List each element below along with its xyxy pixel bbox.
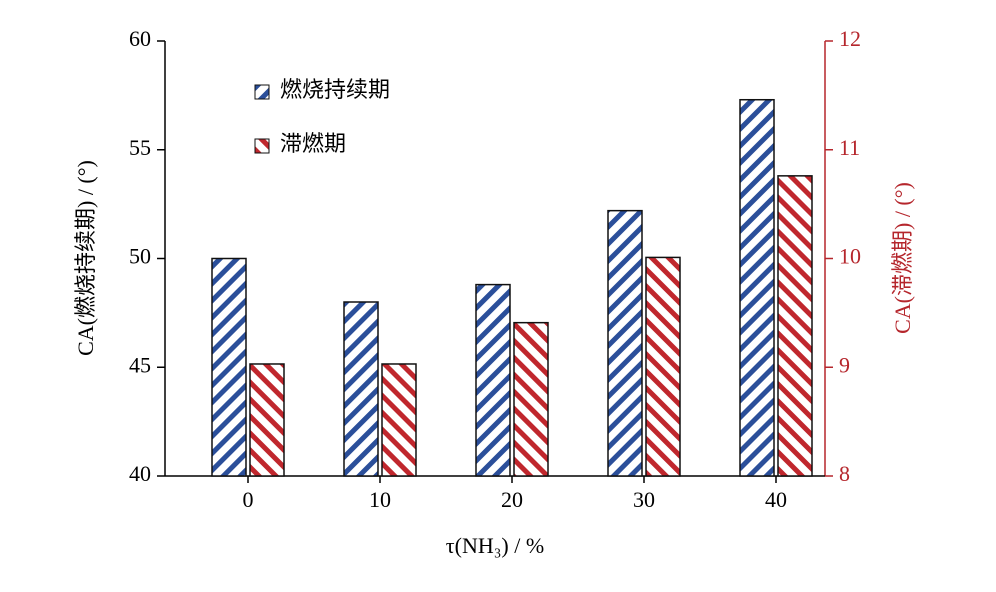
y-tick-label: 40 [129, 461, 151, 486]
y-tick-label: 60 [129, 26, 151, 51]
y2-tick-label: 12 [839, 26, 861, 51]
x-tick-label: 30 [633, 487, 655, 512]
bar [777, 175, 813, 477]
y-tick-label: 45 [129, 352, 151, 377]
legend-label: 燃烧持续期 [280, 77, 390, 102]
y-axis-label: CA(燃烧持续期) / (°) [73, 160, 98, 356]
bar [249, 363, 285, 477]
bar [645, 256, 681, 477]
bar [475, 283, 511, 477]
bar [513, 321, 549, 477]
x-tick-label: 10 [369, 487, 391, 512]
bar [343, 301, 379, 477]
y2-tick-label: 10 [839, 244, 861, 269]
y2-tick-label: 8 [839, 461, 850, 486]
x-tick-label: 0 [243, 487, 254, 512]
y2-tick-label: 9 [839, 352, 850, 377]
legend-swatch [254, 138, 270, 154]
legend-label: 滞燃期 [280, 131, 346, 156]
bar [607, 209, 643, 477]
x-axis-label: τ(NH₃) / % [446, 533, 544, 558]
y2-axis-label: CA(滞燃期) / (°) [890, 182, 915, 334]
legend-swatch [254, 84, 270, 100]
bar [381, 363, 417, 477]
x-tick-label: 20 [501, 487, 523, 512]
y-tick-label: 55 [129, 135, 151, 160]
x-tick-label: 40 [765, 487, 787, 512]
bar [739, 98, 775, 477]
y-tick-label: 50 [129, 244, 151, 269]
bar [211, 257, 247, 477]
y2-tick-label: 11 [839, 135, 860, 160]
